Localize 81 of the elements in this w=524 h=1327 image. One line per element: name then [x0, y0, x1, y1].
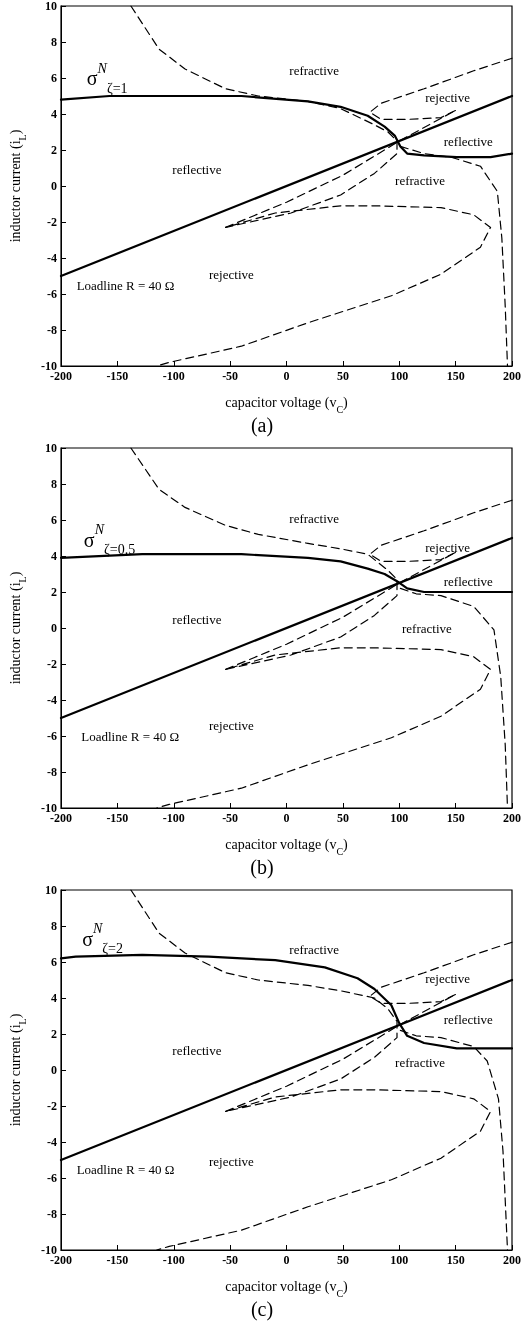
annotation: rejective: [425, 970, 471, 986]
y-tick-label: 4: [51, 107, 57, 121]
y-tick-label: 6: [51, 513, 57, 527]
y-tick-label: 4: [51, 991, 57, 1005]
text: (a): [250, 414, 274, 437]
annotation: reflective: [443, 573, 494, 589]
annotation: Loadline R = 40 Ω: [81, 728, 180, 744]
annotation: refractive: [289, 63, 340, 79]
y-tick-label: 8: [51, 477, 57, 491]
annotation: refractive: [289, 510, 340, 526]
y-tick-label: 8: [51, 35, 57, 49]
x-tick-label: 150: [446, 811, 465, 825]
x-tick-label: -150: [106, 369, 129, 383]
annotation: rejective: [209, 717, 254, 733]
annotation: reflective: [172, 162, 222, 178]
x-tick-label: 0: [283, 811, 290, 825]
x-tick-label: 50: [336, 811, 349, 825]
y-tick-label: -8: [47, 323, 57, 337]
x-tick-label: -50: [222, 1253, 239, 1267]
x-tick-label: 100: [390, 1253, 409, 1267]
y-tick-label: 2: [51, 143, 57, 157]
y-axis-title: inductor current (iL): [7, 1013, 28, 1127]
y-tick-label: -2: [47, 657, 57, 671]
y-axis-title: inductor current (iL): [7, 571, 28, 685]
annotation: refractive: [395, 1055, 446, 1071]
y-tick-label: 2: [51, 585, 57, 599]
y-tick-label: -4: [47, 251, 57, 265]
y-tick-label: 6: [51, 71, 57, 85]
y-tick-label: 0: [51, 1063, 57, 1077]
annotation: refractive: [289, 941, 340, 957]
y-tick-label: 8: [51, 919, 57, 933]
x-tick-label: 200: [503, 369, 521, 383]
annotation: rejective: [209, 266, 254, 282]
annotation: rejective: [209, 1154, 254, 1170]
y-tick-label: 0: [51, 179, 57, 193]
x-tick-label: 200: [503, 811, 521, 825]
y-tick-label: 2: [51, 1027, 57, 1041]
x-tick-label: -100: [162, 1253, 185, 1267]
annotation: reflective: [443, 1012, 494, 1028]
x-tick-label: 150: [446, 1253, 465, 1267]
annotation: rejective: [425, 539, 471, 555]
x-tick-label: 150: [446, 369, 465, 383]
y-tick-label: 6: [51, 955, 57, 969]
y-tick-label: -6: [47, 1171, 57, 1185]
x-tick-label: 100: [390, 811, 409, 825]
annotation: Loadline R = 40 Ω: [76, 1161, 175, 1177]
text: (b): [250, 856, 274, 879]
annotation: reflective: [443, 133, 494, 149]
annotation: rejective: [425, 90, 471, 106]
y-tick-label: 10: [45, 0, 57, 13]
y-tick-label: -6: [47, 287, 57, 301]
x-tick-label: 50: [336, 1253, 349, 1267]
annotation: Loadline R = 40 Ω: [76, 277, 175, 293]
y-tick-label: 10: [45, 883, 57, 897]
y-tick-label: 10: [45, 441, 57, 455]
y-tick-label: -4: [47, 693, 57, 707]
x-tick-label: -50: [222, 369, 239, 383]
x-tick-label: 50: [336, 369, 349, 383]
text: (c): [250, 1298, 274, 1321]
x-tick-label: 0: [283, 1253, 290, 1267]
y-axis-title: inductor current (iL): [7, 129, 28, 243]
x-tick-label: -50: [222, 811, 239, 825]
y-tick-label: 0: [51, 621, 57, 635]
x-tick-label: 0: [283, 369, 290, 383]
annotation: reflective: [172, 1042, 222, 1058]
x-tick-label: -100: [162, 369, 185, 383]
annotation: refractive: [395, 173, 446, 189]
annotation: refractive: [402, 620, 453, 636]
x-tick-label: 200: [503, 1253, 521, 1267]
x-tick-label: 100: [390, 369, 409, 383]
x-tick-label: -100: [162, 811, 185, 825]
y-tick-label: -8: [47, 1207, 57, 1221]
y-tick-label: -4: [47, 1135, 57, 1149]
x-tick-label: -150: [106, 811, 129, 825]
y-tick-label: -2: [47, 215, 57, 229]
y-tick-label: -2: [47, 1099, 57, 1113]
annotation: reflective: [172, 611, 222, 627]
x-tick-label: -150: [106, 1253, 129, 1267]
y-tick-label: -6: [47, 729, 57, 743]
y-tick-label: -8: [47, 765, 57, 779]
y-tick-label: 4: [51, 549, 57, 563]
